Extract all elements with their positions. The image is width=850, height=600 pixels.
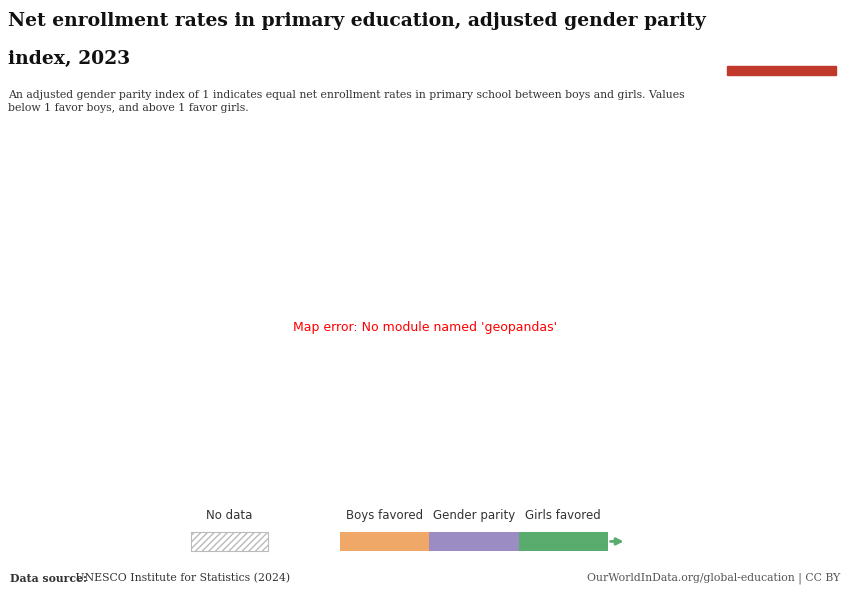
Bar	[518, 532, 608, 551]
Text: Data source:: Data source:	[10, 573, 88, 584]
Text: Boys favored: Boys favored	[346, 509, 423, 522]
Bar	[727, 65, 836, 75]
Text: Map error: No module named 'geopandas': Map error: No module named 'geopandas'	[293, 320, 557, 334]
Text: OurWorldInData.org/global-education | CC BY: OurWorldInData.org/global-education | CC…	[586, 573, 840, 584]
Text: UNESCO Institute for Statistics (2024): UNESCO Institute for Statistics (2024)	[72, 574, 291, 584]
Text: Gender parity: Gender parity	[433, 509, 515, 522]
Text: Girls favored: Girls favored	[525, 509, 601, 522]
Text: No data: No data	[207, 509, 252, 522]
Bar	[191, 532, 268, 551]
Text: An adjusted gender parity index of 1 indicates equal net enrollment rates in pri: An adjusted gender parity index of 1 ind…	[8, 90, 685, 113]
Bar	[340, 532, 429, 551]
Text: index, 2023: index, 2023	[8, 50, 131, 68]
Text: Net enrollment rates in primary education, adjusted gender parity: Net enrollment rates in primary educatio…	[8, 12, 706, 30]
Bar	[429, 532, 518, 551]
Text: Our World
in Data: Our World in Data	[751, 23, 811, 45]
